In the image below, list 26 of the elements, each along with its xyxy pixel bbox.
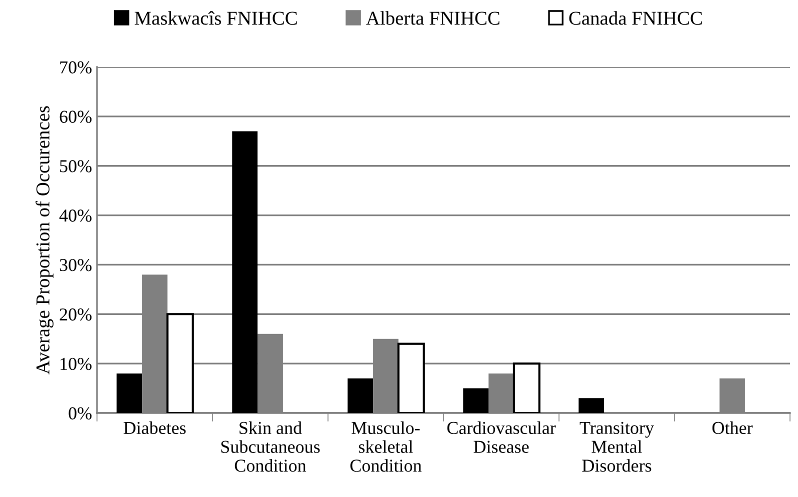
bar <box>397 342 425 413</box>
y-tick-label: 0% <box>68 407 92 420</box>
y-tick-label: 20% <box>60 308 92 321</box>
x-tick-label: Skin and Subcutaneous Condition <box>221 421 320 472</box>
y-tick-label: 60% <box>60 110 92 123</box>
y-tick-label: 30% <box>60 258 92 272</box>
bar <box>116 373 142 413</box>
y-tick-label: 50% <box>60 160 92 172</box>
x-tick-label: Diabetes <box>124 421 186 434</box>
legend-label: Maskwacîs FNIHCC <box>134 11 297 25</box>
bar <box>348 378 374 413</box>
y-axis-title: Average Proportion of Occurences <box>36 106 54 374</box>
y-tick-label: 70% <box>60 61 92 74</box>
bar <box>166 313 194 413</box>
x-tick-label: Cardiovascular Disease <box>447 421 556 453</box>
x-tick-label: Musculo- skeletal Condition <box>350 421 422 472</box>
legend-label: Alberta FNIHCC <box>366 11 500 25</box>
bar <box>463 388 489 413</box>
bar <box>512 362 540 413</box>
bar <box>232 131 258 413</box>
y-tick-label: 10% <box>60 358 92 370</box>
bar <box>578 398 604 413</box>
x-tick-label: Other <box>712 421 753 434</box>
x-tick-label: Transitory Mental Disorders <box>580 422 654 472</box>
legend-label: Canada FNIHCC <box>569 11 702 25</box>
y-tick-label: 40% <box>59 210 92 222</box>
